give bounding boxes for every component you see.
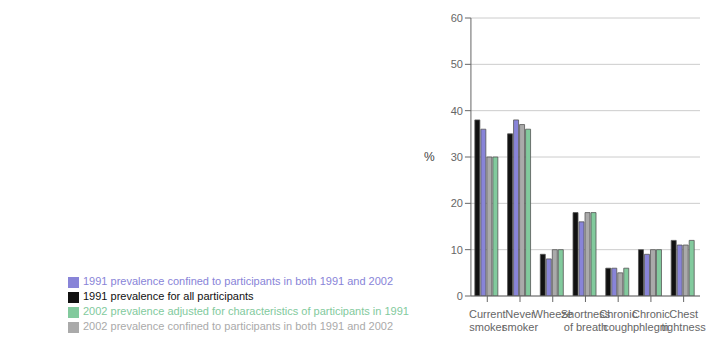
svg-text:50: 50 <box>451 58 463 70</box>
svg-text:60: 60 <box>451 12 463 24</box>
svg-text:30: 30 <box>451 151 463 163</box>
svg-text:10: 10 <box>451 244 463 256</box>
svg-text:Chesttightness: Chesttightness <box>662 308 707 333</box>
svg-text:%: % <box>424 150 435 164</box>
svg-text:0: 0 <box>457 290 463 302</box>
svg-text:Currentsmoker: Currentsmoker <box>469 308 506 333</box>
svg-text:40: 40 <box>451 105 463 117</box>
svg-text:20: 20 <box>451 197 463 209</box>
